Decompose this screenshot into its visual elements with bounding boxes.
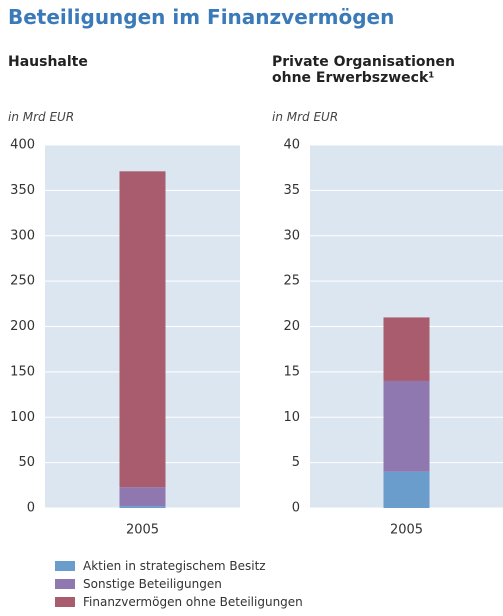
y-tick-label: 150 bbox=[10, 364, 35, 379]
bar-segment bbox=[383, 380, 430, 472]
legend-label: Aktien in strategischem Besitz bbox=[83, 559, 266, 573]
y-tick-label: 5 bbox=[292, 455, 300, 470]
bar-segment bbox=[119, 171, 166, 488]
chart-title: Haushalte bbox=[8, 54, 88, 70]
chart-title: Private Organisationen ohne Erwerbszweck… bbox=[272, 54, 455, 86]
y-tick-label: 400 bbox=[10, 138, 35, 153]
legend-swatch bbox=[55, 597, 75, 607]
y-tick-label: 350 bbox=[10, 183, 35, 198]
legend-item: Sonstige Beteiligungen bbox=[55, 575, 303, 593]
y-tick-label: 250 bbox=[10, 274, 35, 289]
legend-item: Finanzvermögen ohne Beteiligungen bbox=[55, 593, 303, 611]
y-tick-label: 35 bbox=[283, 183, 300, 198]
x-tick-label: 2005 bbox=[390, 523, 423, 538]
legend-item: Aktien in strategischem Besitz bbox=[55, 557, 303, 575]
legend-label: Sonstige Beteiligungen bbox=[83, 577, 222, 591]
y-tick-label: 10 bbox=[283, 410, 300, 425]
y-tick-label: 30 bbox=[283, 228, 300, 243]
page-title: Beteiligungen im Finanzvermögen bbox=[8, 5, 395, 29]
axis-unit: in Mrd EUR bbox=[8, 110, 75, 124]
y-tick-label: 25 bbox=[283, 274, 300, 289]
legend-label: Finanzvermögen ohne Beteiligungen bbox=[83, 595, 303, 609]
x-tick-label: 2005 bbox=[126, 523, 159, 538]
y-tick-label: 0 bbox=[27, 501, 35, 516]
y-tick-label: 40 bbox=[283, 138, 300, 153]
y-tick-label: 300 bbox=[10, 228, 35, 243]
bar-segment bbox=[383, 471, 430, 508]
legend: Aktien in strategischem Besitz Sonstige B… bbox=[55, 557, 303, 611]
bar-segment bbox=[119, 506, 166, 508]
bar-segment bbox=[383, 317, 430, 381]
bar-segment bbox=[119, 487, 166, 507]
legend-swatch bbox=[55, 579, 75, 589]
axis-unit: in Mrd EUR bbox=[272, 110, 339, 124]
y-tick-label: 100 bbox=[10, 410, 35, 425]
y-tick-label: 20 bbox=[283, 319, 300, 334]
y-tick-label: 15 bbox=[283, 364, 300, 379]
legend-swatch bbox=[55, 561, 75, 571]
y-tick-label: 200 bbox=[10, 319, 35, 334]
y-tick-label: 0 bbox=[292, 501, 300, 516]
y-tick-label: 50 bbox=[18, 455, 35, 470]
